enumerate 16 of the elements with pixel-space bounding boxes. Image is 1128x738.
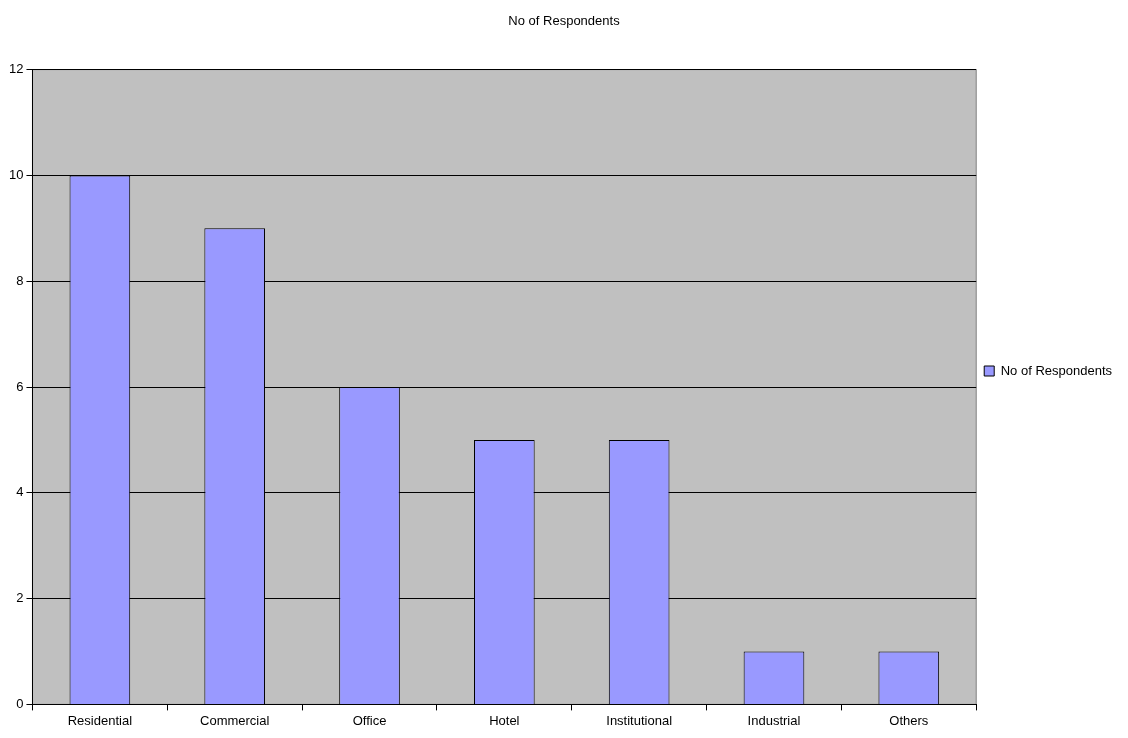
x-tick-label: Industrial (747, 712, 801, 728)
y-tick-label: 6 (16, 378, 24, 394)
x-tick-label: Commercial (200, 712, 270, 728)
x-tick-label: Office (352, 712, 387, 728)
x-tick-label: Residential (67, 712, 133, 728)
y-tick-label: 2 (16, 590, 24, 606)
x-tick-label: Hotel (489, 712, 520, 728)
y-tick-label: 4 (16, 484, 24, 500)
legend-label: No of Respondents (1000, 362, 1113, 378)
y-tick-label: 12 (8, 61, 24, 77)
x-tick-label: Others (889, 712, 929, 728)
y-tick-label: 8 (16, 272, 24, 288)
y-tick-label: 10 (8, 166, 24, 182)
x-tick-label: Institutional (606, 712, 673, 728)
chart-title: No of Respondents (508, 13, 621, 29)
y-tick-label: 0 (16, 695, 24, 711)
